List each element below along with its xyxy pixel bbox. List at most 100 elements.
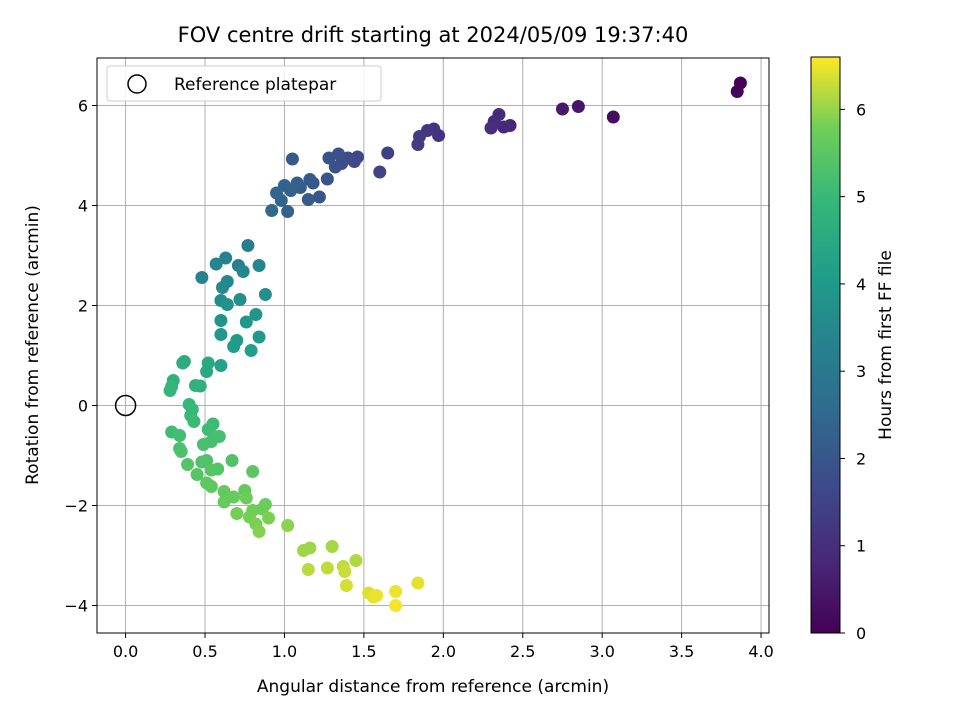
x-tick-label: 1.0 xyxy=(272,642,297,661)
data-point xyxy=(281,519,295,532)
data-point xyxy=(214,328,228,341)
data-point xyxy=(220,298,234,311)
data-point xyxy=(349,554,363,567)
data-point xyxy=(195,455,209,469)
plot-area xyxy=(96,57,770,634)
x-axis-ticks: 0.0 0.5 1.0 1.5 2.0 2.5 3.0 3.5 4.0 xyxy=(113,633,774,661)
data-point xyxy=(497,120,511,134)
y-tick-label: −2 xyxy=(64,497,88,516)
data-point xyxy=(571,100,585,113)
data-point xyxy=(338,565,352,578)
colorbar-gradient xyxy=(810,56,841,634)
data-point xyxy=(281,205,295,218)
data-point xyxy=(195,271,209,284)
data-point xyxy=(373,165,387,179)
y-tick-label: 0 xyxy=(78,397,88,416)
data-point xyxy=(190,468,204,481)
x-tick-label: 0.0 xyxy=(113,642,138,661)
data-point xyxy=(301,563,315,576)
colorbar-tick-label: 5 xyxy=(856,188,866,207)
data-point xyxy=(187,415,201,428)
colorbar-tick-label: 2 xyxy=(856,449,866,468)
y-tick-label: 6 xyxy=(78,97,88,116)
data-point xyxy=(411,138,425,151)
colorbar-ticks: 0 1 2 3 4 5 6 xyxy=(840,100,866,643)
grid-lines xyxy=(97,58,769,633)
data-point xyxy=(230,507,244,520)
data-point xyxy=(217,485,231,498)
x-tick-label: 2.5 xyxy=(510,642,535,661)
data-point xyxy=(320,172,334,186)
data-point xyxy=(246,465,260,478)
data-point xyxy=(174,445,188,458)
data-point xyxy=(312,190,326,204)
data-point xyxy=(239,491,253,505)
data-point xyxy=(241,239,255,252)
x-tick-label: 4.0 xyxy=(748,642,773,661)
data-point xyxy=(320,561,334,575)
colorbar-tick-label: 4 xyxy=(856,275,866,294)
data-point xyxy=(225,454,239,467)
x-tick-label: 3.5 xyxy=(669,642,694,661)
data-point xyxy=(255,502,269,516)
data-point xyxy=(265,204,279,217)
data-point xyxy=(411,576,425,590)
legend-label: Reference platepar xyxy=(174,75,336,95)
data-point xyxy=(217,495,231,509)
data-point xyxy=(196,438,210,451)
y-axis-label: Rotation from reference (arcmin) xyxy=(23,205,43,485)
y-tick-label: 2 xyxy=(78,297,88,316)
data-point xyxy=(339,579,353,592)
data-point xyxy=(322,151,336,165)
reference-point xyxy=(114,394,137,417)
x-tick-label: 3.0 xyxy=(589,642,614,661)
y-tick-label: −4 xyxy=(64,597,88,616)
data-point xyxy=(239,315,253,329)
data-point xyxy=(227,340,241,353)
data-point xyxy=(227,490,241,504)
data-point xyxy=(181,458,195,471)
x-tick-label: 0.5 xyxy=(192,642,217,661)
data-point xyxy=(270,186,284,200)
data-point xyxy=(188,379,202,392)
data-point xyxy=(258,288,272,301)
colorbar-tick-label: 1 xyxy=(856,537,866,556)
data-point xyxy=(606,110,620,124)
data-point xyxy=(252,330,266,344)
colorbar-tick-label: 0 xyxy=(856,624,866,643)
chart-title: FOV centre drift starting at 2024/05/09 … xyxy=(178,23,689,47)
data-point xyxy=(244,344,258,357)
data-point xyxy=(303,541,317,555)
data-point xyxy=(303,173,317,186)
plot-frame xyxy=(96,57,770,634)
data-point xyxy=(204,463,218,477)
x-axis-label: Angular distance from reference (arcmin) xyxy=(257,677,609,697)
colorbar-label: Hours from first FF file xyxy=(876,250,896,440)
data-point xyxy=(216,281,230,294)
data-point xyxy=(249,308,263,321)
data-point xyxy=(484,121,498,135)
data-point xyxy=(370,589,384,602)
reference-platepar-marker xyxy=(114,394,137,417)
data-point xyxy=(233,293,247,306)
data-point xyxy=(200,365,214,378)
data-point xyxy=(328,160,342,174)
data-point xyxy=(301,193,315,206)
data-point xyxy=(252,259,266,272)
data-point xyxy=(176,356,190,370)
data-point xyxy=(209,257,223,271)
x-tick-label: 2.0 xyxy=(431,642,456,661)
data-point xyxy=(389,599,403,612)
data-point xyxy=(219,251,233,265)
data-point xyxy=(214,359,228,372)
data-point xyxy=(173,429,187,442)
colorbar: 0 1 2 3 4 5 6 Hours from first FF file xyxy=(810,56,896,643)
data-points xyxy=(163,76,747,612)
legend-open-circle-icon xyxy=(127,74,147,94)
data-point xyxy=(236,265,250,278)
data-point xyxy=(214,314,228,327)
data-point xyxy=(555,102,569,116)
legend: Reference platepar xyxy=(106,65,382,102)
